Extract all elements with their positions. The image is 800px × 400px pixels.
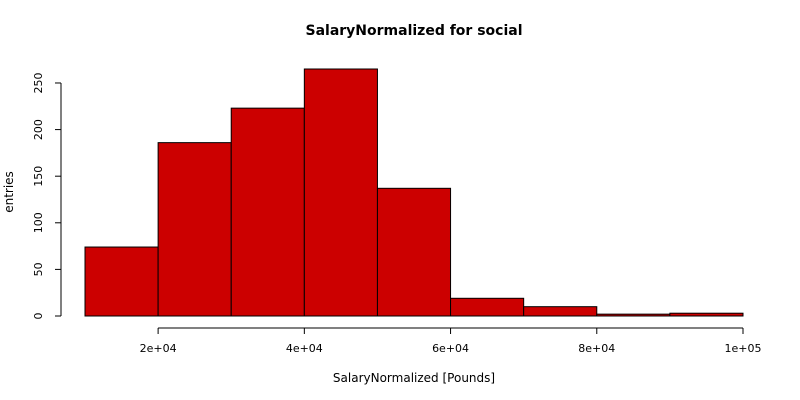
x-tick-label-1: 4e+04 (286, 342, 323, 355)
histogram-bar-1 (157, 142, 232, 317)
histogram-bar-4 (376, 187, 452, 317)
x-tick-label-3: 8e+04 (578, 342, 615, 355)
histogram-bar-7 (596, 313, 671, 317)
histogram-bar-5 (450, 297, 525, 317)
y-axis-label: entries (2, 171, 16, 213)
y-tick-label-3: 150 (32, 166, 45, 187)
bars-group (84, 68, 744, 317)
histogram-bar-6 (523, 306, 598, 317)
x-axis-label: SalaryNormalized [Pounds] (333, 371, 495, 385)
histogram-bar-8 (669, 312, 744, 317)
x-tick-label-0: 2e+04 (140, 342, 177, 355)
x-axis: 2e+04 4e+04 6e+04 8e+04 1e+05 (140, 327, 762, 355)
histogram-bar-0 (84, 246, 159, 317)
y-tick-label-4: 200 (32, 119, 45, 140)
y-tick-label-2: 100 (32, 212, 45, 233)
histogram-bar-2 (230, 107, 305, 317)
y-tick-label-0: 0 (32, 313, 45, 320)
y-tick-label-1: 50 (32, 262, 45, 276)
chart-title: SalaryNormalized for social (306, 23, 523, 39)
histogram-bar-3 (303, 68, 378, 317)
y-axis: 0 50 100 150 200 250 (32, 72, 62, 320)
y-tick-label-5: 250 (32, 72, 45, 93)
x-tick-label-2: 6e+04 (432, 342, 469, 355)
x-tick-label-4: 1e+05 (725, 342, 762, 355)
